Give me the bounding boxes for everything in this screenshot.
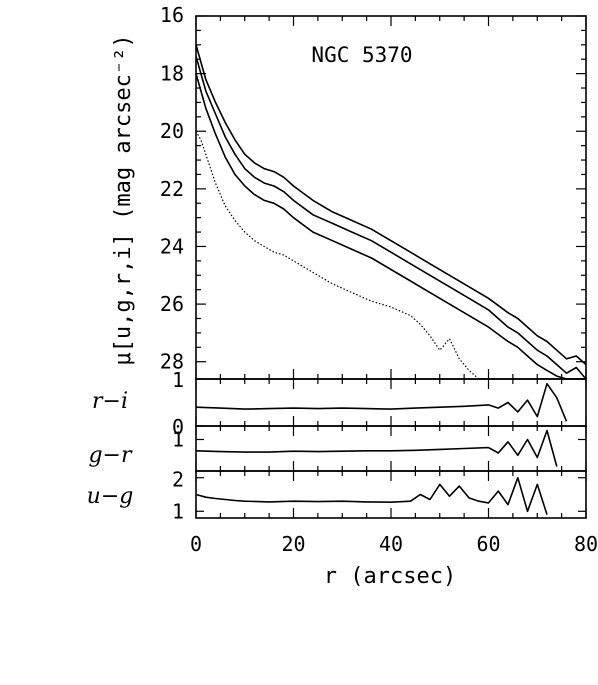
panel-label-g-r: g−r — [88, 443, 133, 468]
y-tick-label-u-g: 1 — [172, 499, 184, 523]
y-tick-label-main: 28 — [160, 350, 184, 374]
y-tick-label-main: 20 — [160, 119, 184, 143]
panel-frames — [195, 15, 587, 519]
y-tick-label-main: 26 — [160, 292, 184, 316]
series-r-i-0 — [195, 382, 568, 422]
y-tick-label-main: 22 — [160, 177, 184, 201]
series-main-1 — [195, 56, 587, 380]
tick-marks — [195, 15, 587, 518]
series-main-0 — [195, 44, 587, 366]
x-tick-label: 80 — [574, 532, 598, 556]
data-curves — [195, 44, 587, 515]
chart-title: NGC 5370 — [311, 43, 412, 67]
y-tick-label-u-g: 2 — [172, 468, 184, 492]
y-tick-label-r-i: 0 — [172, 415, 184, 439]
y-tick-label-r-i: 1 — [172, 368, 184, 392]
y-tick-label-g-r: 1 — [172, 428, 184, 452]
x-tick-label: 0 — [190, 532, 202, 556]
panel-label-r-i: r−i — [92, 389, 128, 414]
x-tick-label: 60 — [476, 532, 500, 556]
series-main-3 — [195, 130, 489, 380]
x-tick-label: 20 — [281, 532, 305, 556]
series-main-2 — [195, 73, 586, 380]
x-axis-label: r (arcsec) — [324, 564, 456, 589]
y-tick-label-main: 18 — [160, 62, 184, 86]
y-tick-label-main: 16 — [160, 3, 184, 27]
y-axis-label: μ[u,g,r,i] (mag arcsec⁻²) — [111, 34, 136, 365]
x-tick-label: 40 — [379, 532, 403, 556]
y-tick-label-main: 24 — [160, 234, 184, 258]
series-g-r-0 — [195, 429, 558, 467]
series-u-g-0 — [195, 476, 548, 515]
panel-label-u-g: u−g — [87, 484, 134, 509]
panel-frame-main — [195, 15, 587, 380]
